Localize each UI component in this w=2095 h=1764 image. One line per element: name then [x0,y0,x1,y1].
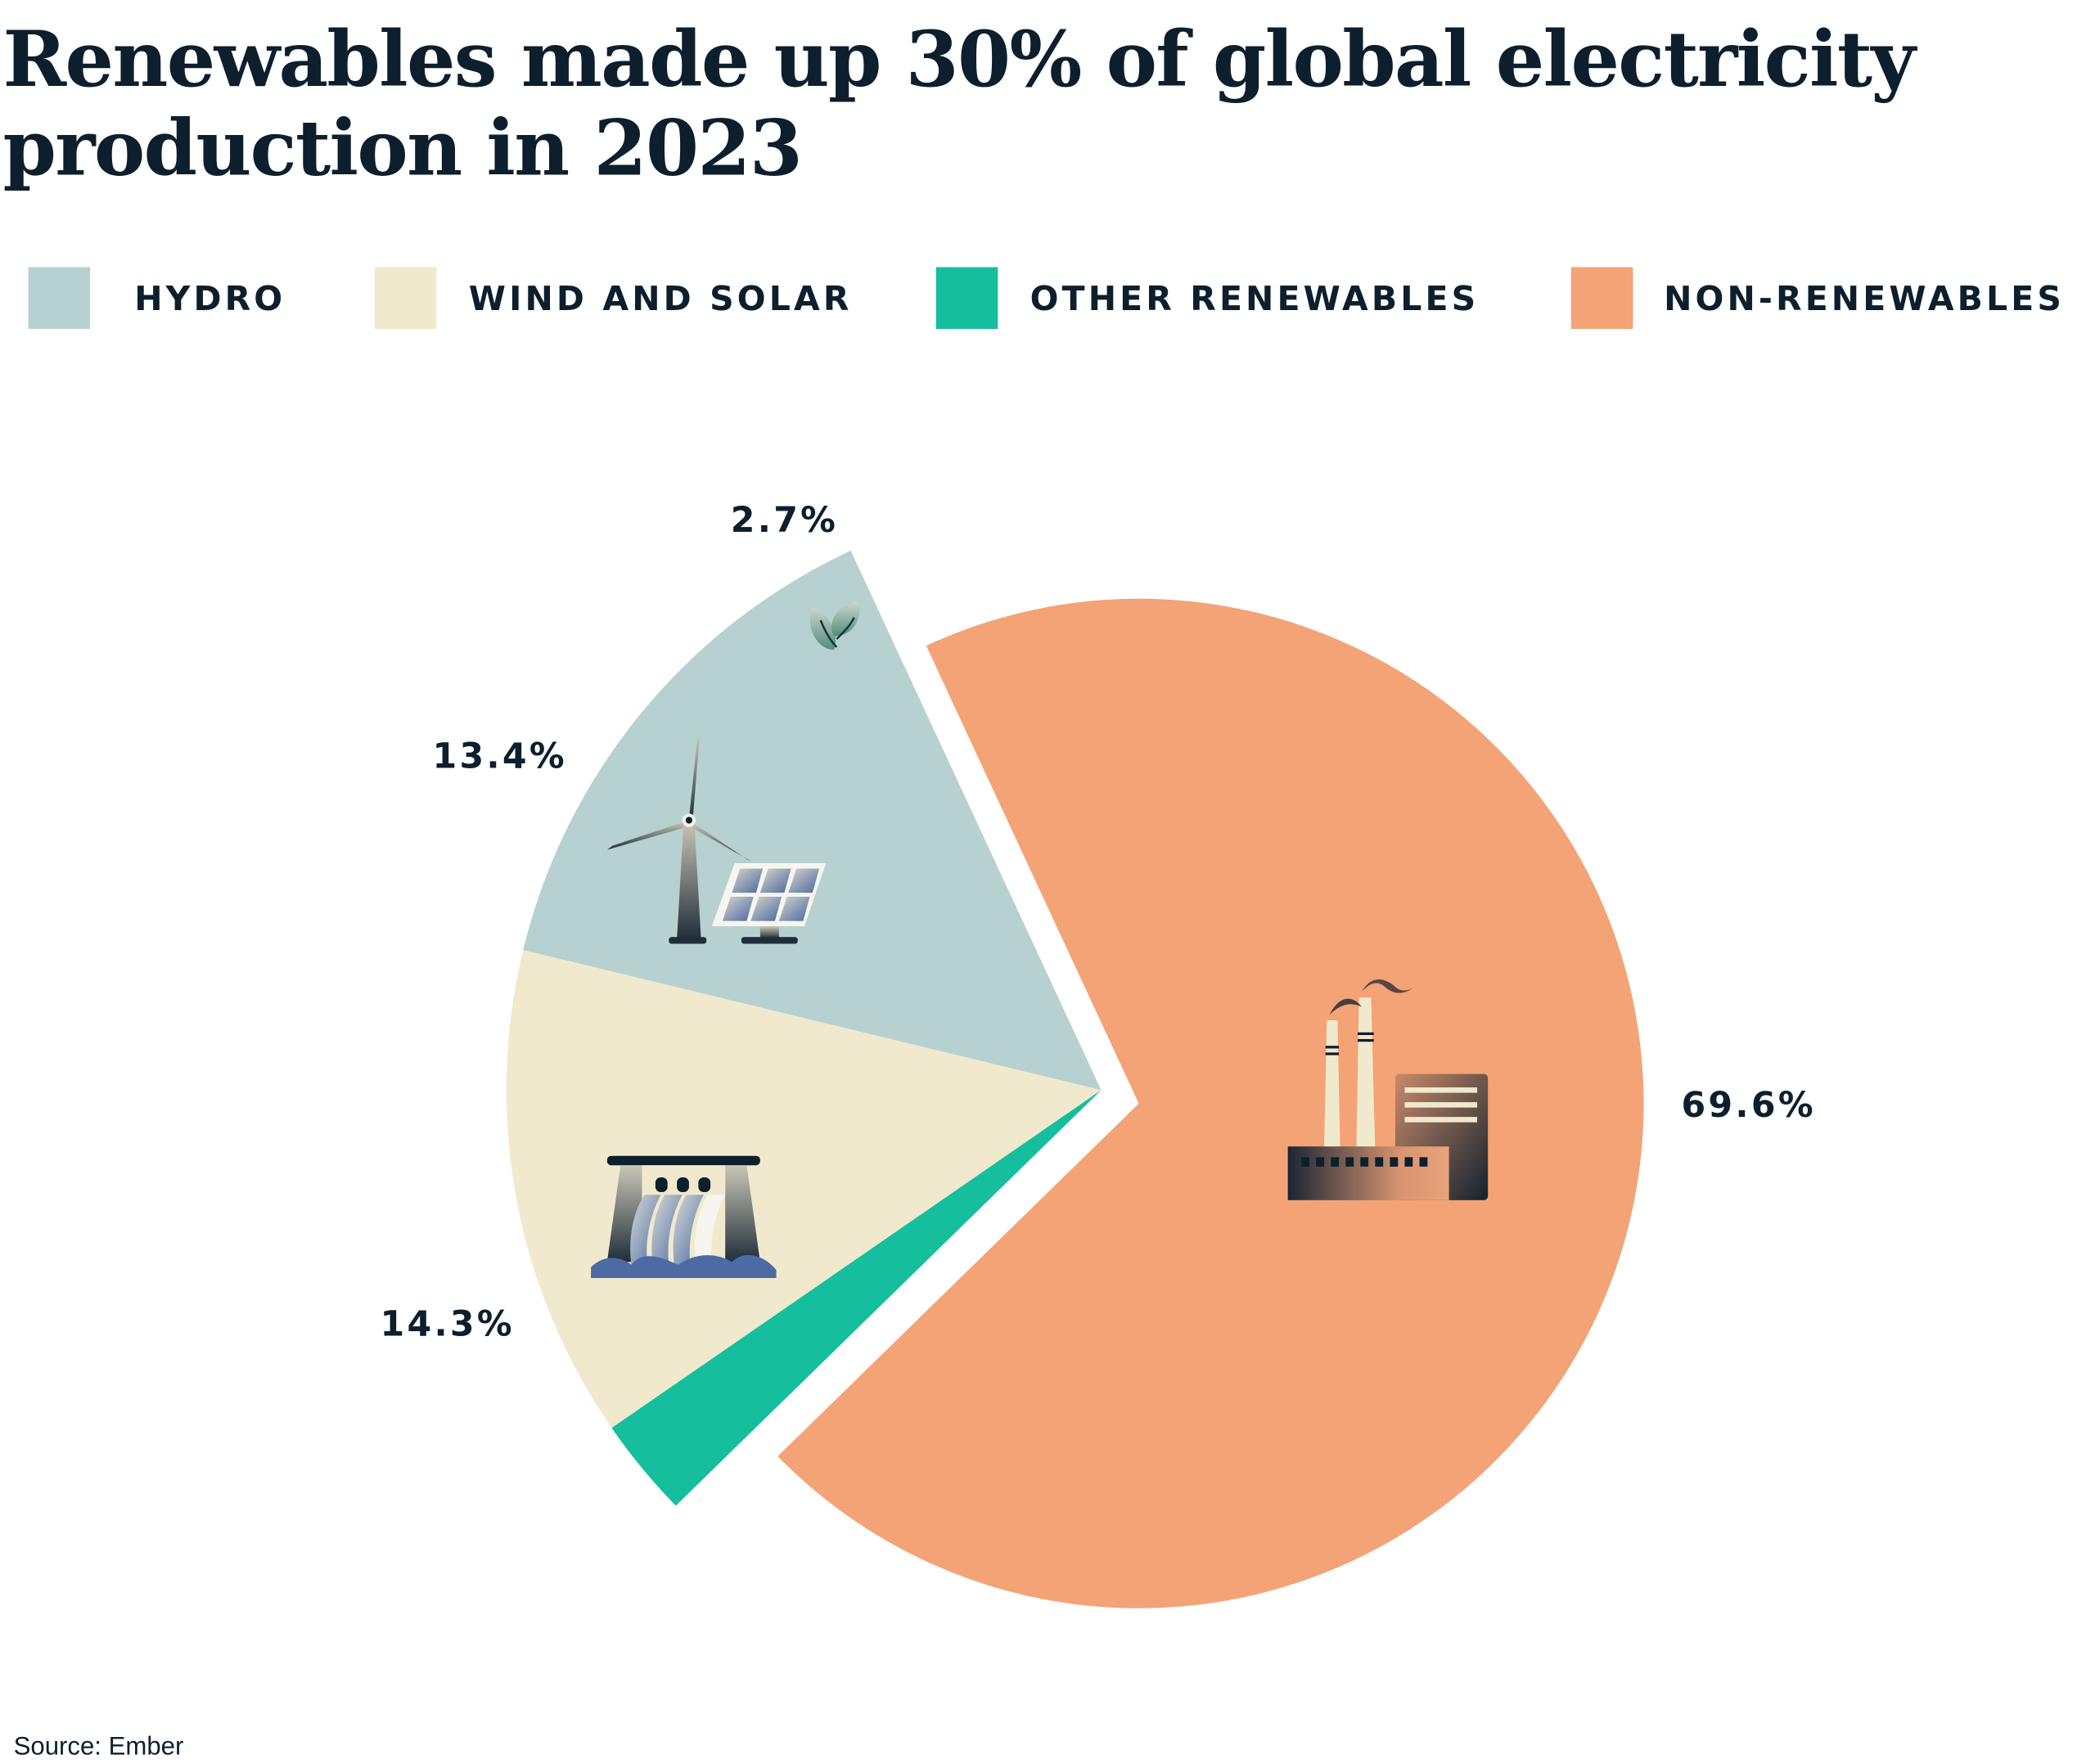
pie-slice-wind-and-solar [506,950,1102,1429]
pie-slice-other-renewables [611,1090,1102,1506]
chart-title-line-2: production in 2023 [2,103,801,193]
pie-slice-non-renewables [777,598,1644,1609]
legend-label-non-renewables: NON-RENEWABLES [1664,279,2065,318]
legend-label-hydro: HYDRO [134,279,286,318]
legend: HYDRO WIND AND SOLAR OTHER RENEWABLES NO… [28,267,2065,329]
wind-solar-icon [606,736,827,944]
legend-swatch-non-renewables [1570,267,1633,329]
chart-title-line-1: Renewables made up 30% of global electri… [2,15,1917,105]
source-note: Source: Ember [14,1732,184,1761]
legend-swatch-wind-solar [374,267,437,329]
legend-swatch-other-renewables [935,267,998,329]
hydro-dam-icon [591,1155,777,1279]
data-label-hydro: 14.3% [381,1304,515,1345]
pie-slices [506,551,1644,1609]
data-label-other-renewables: 2.7% [731,500,838,541]
data-label-non-renewables: 69.6% [1681,1085,1815,1126]
pie-slice-hydro [523,551,1102,1091]
legend-swatch-hydro [28,267,91,329]
legend-label-other-renewables: OTHER RENEWABLES [1030,279,1480,318]
leaf-icon [809,601,860,650]
factory-icon [1287,979,1489,1200]
legend-label-wind-solar: WIND AND SOLAR [469,279,853,318]
data-label-wind-solar: 13.4% [433,736,567,777]
